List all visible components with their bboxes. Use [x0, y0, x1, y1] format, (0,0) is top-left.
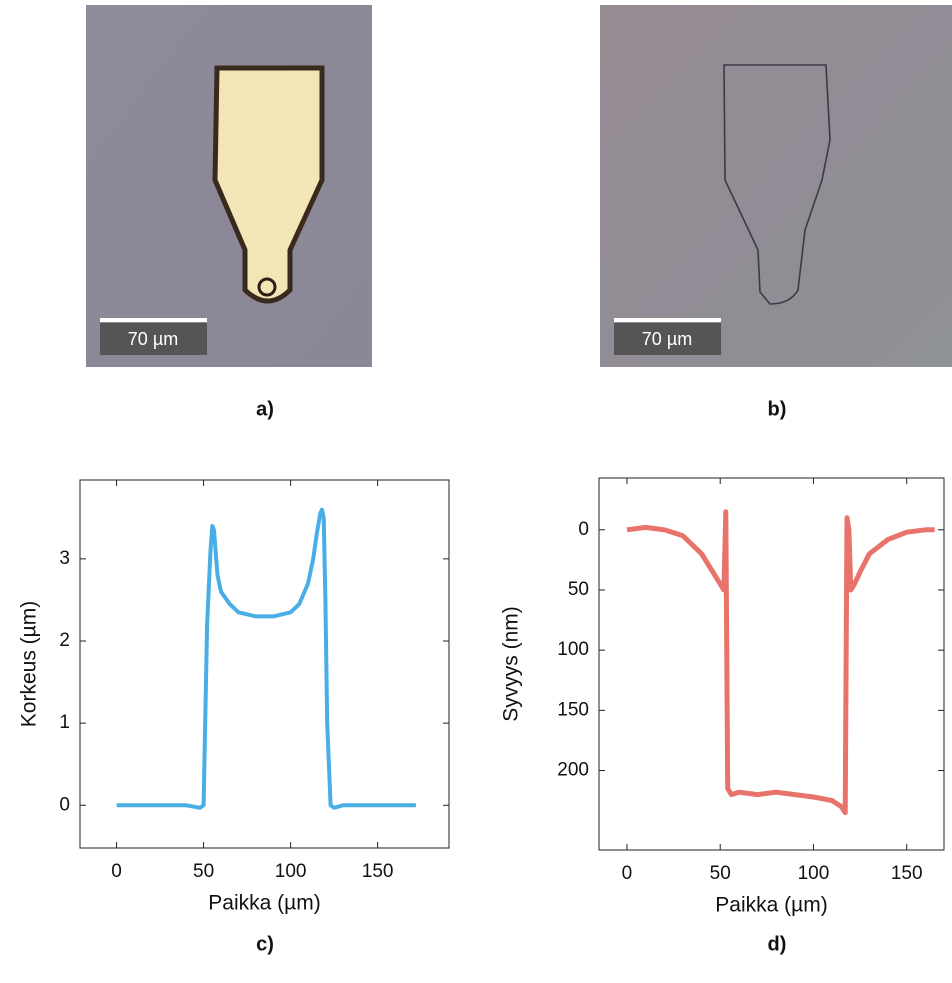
sample-shape [723, 64, 831, 305]
panel-label: d) [768, 933, 787, 955]
y-tick-label: 1 [59, 712, 70, 733]
data-line [116, 507, 416, 810]
x-axis-label: Paikka (µm) [715, 894, 827, 917]
x-tick-label: 50 [710, 863, 731, 884]
plot-frame [79, 479, 450, 849]
sample-shape [212, 65, 325, 304]
x-tick-label: 100 [798, 863, 830, 884]
x-tick-label: 50 [193, 861, 214, 882]
y-tick-label: 200 [557, 760, 589, 781]
y-tick-label: 0 [59, 794, 70, 815]
data-line [626, 509, 935, 816]
scale-label: 70 µm [128, 329, 178, 349]
x-tick-label: 0 [622, 863, 633, 884]
y-tick-label: 3 [59, 548, 70, 569]
scale-box [614, 323, 721, 355]
y-tick-label: 100 [557, 639, 589, 660]
x-tick-label: 150 [362, 861, 394, 882]
x-axis-label: Paikka (µm) [208, 892, 320, 915]
x-tick-label: 150 [891, 863, 923, 884]
micrograph [600, 5, 952, 367]
y-tick-label: 150 [557, 699, 589, 720]
y-axis-label: Korkeus (µm) [18, 601, 41, 727]
panel-label: b) [768, 398, 787, 420]
plot-frame [598, 477, 945, 851]
panel-label: c) [256, 933, 274, 955]
x-tick-label: 0 [111, 861, 122, 882]
y-axis-label: Syvyys (nm) [500, 606, 523, 722]
y-tick-label: 2 [59, 630, 70, 651]
panel-label: a) [256, 398, 274, 420]
scale-label: 70 µm [642, 329, 692, 349]
y-tick-label: 50 [568, 579, 589, 600]
y-tick-label: 0 [578, 519, 589, 540]
scale-box [100, 323, 207, 355]
x-tick-label: 100 [275, 861, 307, 882]
hole [257, 277, 277, 297]
